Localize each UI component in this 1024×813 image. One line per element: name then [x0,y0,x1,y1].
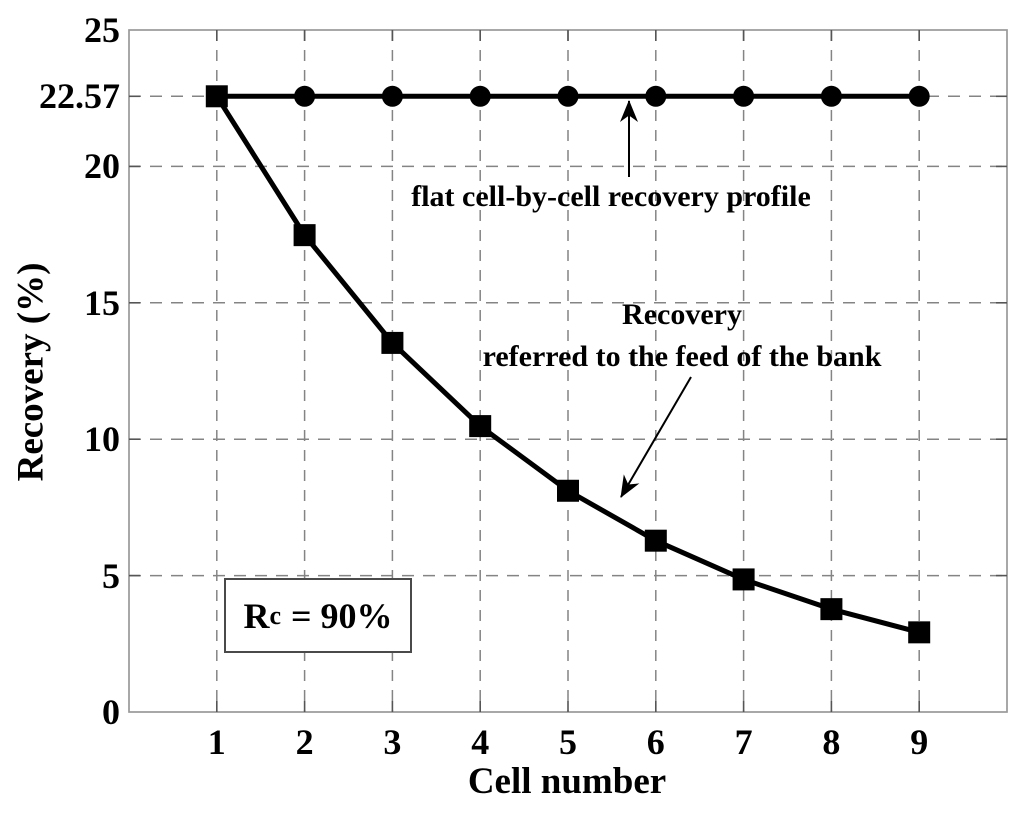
y-tick-label: 5 [102,555,120,596]
y-axis-title: Recovery (%) [10,262,52,482]
data-marker-square [557,479,579,502]
data-marker-circle [733,85,755,107]
flat-profile-annotation: flat cell-by-cell recovery profile [411,180,811,213]
recovery-feed-annotation: Recovery referred to the feed of the ban… [412,294,952,378]
x-tick-label: 4 [471,722,490,762]
data-marker-square [469,415,492,438]
recovery-feed-annotation-line2: referred to the feed of the bank [482,340,882,373]
data-marker-square [732,568,755,591]
x-tick-label: 2 [295,722,314,762]
x-tick-label: 1 [207,722,226,762]
y-tick-label: 15 [84,282,120,323]
data-marker-square [381,331,404,354]
x-tick-label: 6 [646,722,665,762]
recovery-feed-annotation-line1: Recovery [622,298,742,331]
data-marker-circle [557,85,579,107]
x-tick-label: 3 [383,722,402,762]
x-tick-label: 5 [559,722,577,762]
x-tick-label: 8 [822,722,841,762]
data-marker-circle [645,85,667,107]
rc-value: = 90% [291,595,393,636]
y-tick-label: 25 [84,10,120,50]
data-marker-square [644,529,667,552]
x-axis-title: Cell number [467,761,667,802]
data-marker-circle [908,85,930,107]
y-tick-label: 10 [84,419,120,460]
rc-symbol: R [243,595,270,636]
data-marker-circle [469,85,491,107]
data-marker-square [293,224,316,247]
recovery-feed-arrow [620,376,692,498]
y-tick-label: 20 [84,146,120,187]
x-tick-label: 7 [734,722,753,762]
data-marker-square [908,621,931,644]
data-marker-square [205,85,228,108]
y-tick-label: 0 [102,692,120,732]
y-tick-label: 22.57 [39,76,120,117]
data-marker-circle [294,85,316,107]
data-marker-square [820,598,843,621]
x-tick-label: 9 [910,722,929,762]
data-marker-circle [381,85,403,107]
data-marker-circle [820,85,842,107]
